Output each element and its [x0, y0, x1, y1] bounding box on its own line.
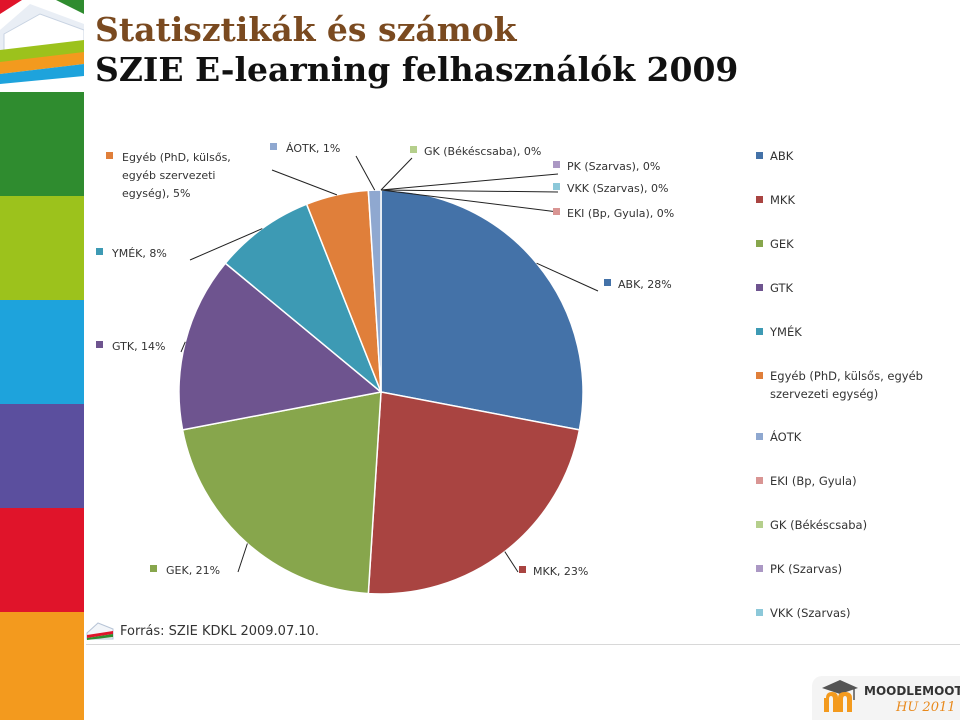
- source-text: Forrás: SZIE KDKL 2009.07.10.: [120, 623, 320, 639]
- legend-key-marker: [96, 248, 103, 255]
- sidebar-stripe: [0, 612, 84, 720]
- data-label: PK (Szarvas), 0%: [567, 160, 660, 173]
- leader-line: [355, 155, 376, 191]
- leader-line: [380, 173, 559, 191]
- legend-swatch: [756, 196, 763, 203]
- leader-line: [380, 189, 559, 193]
- leader-line: [536, 262, 599, 292]
- source-note: Forrás: SZIE KDKL 2009.07.10.: [86, 618, 319, 644]
- legend-key-marker: [270, 143, 277, 150]
- moodlemoot-badge: MOODLEMOOT HU 2011: [812, 676, 960, 720]
- legend-key-marker: [106, 152, 113, 159]
- legend-swatch: [756, 284, 763, 291]
- data-label: ÁOTK, 1%: [286, 142, 340, 155]
- data-label: EKI (Bp, Gyula), 0%: [567, 207, 674, 220]
- sidebar-stripe: [0, 196, 84, 300]
- leader-line: [380, 157, 413, 191]
- legend-key-marker: [150, 565, 157, 572]
- legend-entry: GTK: [770, 281, 794, 295]
- legend-swatch: [756, 477, 763, 484]
- leader-line: [271, 169, 338, 196]
- sidebar-stripe: [0, 508, 84, 612]
- legend-swatch: [756, 152, 763, 159]
- legend-swatch: [756, 328, 763, 335]
- sidebar-stripe: [0, 404, 84, 508]
- slide-title: Statisztikák és számok: [95, 10, 517, 49]
- legend-entry: MKK: [770, 193, 795, 207]
- pie-slice: [178, 262, 383, 431]
- leader-line: [504, 551, 519, 573]
- legend-entry: ABK: [770, 149, 794, 163]
- legend-key-marker: [519, 566, 526, 573]
- legend-key-marker: [553, 183, 560, 190]
- moodlemoot-sub: HU 2011: [896, 700, 956, 715]
- legend-swatch: [756, 565, 763, 572]
- legend-swatch: [756, 609, 763, 616]
- legend-entry: szervezeti egység): [770, 387, 878, 401]
- moodle-graduation-cap-icon: [822, 680, 858, 712]
- leader-line: [380, 189, 559, 213]
- legend-key-marker: [553, 161, 560, 168]
- leader-line: [237, 543, 248, 573]
- moodlemoot-brand: MOODLEMOOT: [864, 684, 960, 698]
- legend-entry: YMÉK: [769, 324, 802, 339]
- pie-slice: [181, 391, 382, 595]
- pie-slice: [380, 189, 584, 431]
- data-label: VKK (Szarvas), 0%: [567, 182, 668, 195]
- legend-entry: Egyéb (PhD, külsős, egyéb: [770, 369, 923, 383]
- book-logo-icon: [0, 0, 84, 92]
- legend-swatch: [756, 521, 763, 528]
- data-label: GEK, 21%: [166, 564, 220, 577]
- data-label: egyéb szervezeti: [122, 169, 216, 182]
- legend-entry: ÁOTK: [770, 429, 802, 444]
- data-label: GTK, 14%: [112, 340, 166, 353]
- data-label: YMÉK, 8%: [111, 247, 167, 260]
- legend-swatch: [756, 433, 763, 440]
- legend-entry: GEK: [770, 237, 794, 251]
- chart-divider: [86, 644, 960, 645]
- legend-key-marker: [553, 208, 560, 215]
- legend-swatch: [756, 240, 763, 247]
- sidebar-stripe: [0, 300, 84, 404]
- legend-entry: EKI (Bp, Gyula): [770, 474, 857, 488]
- sidebar-stripe: [0, 92, 84, 196]
- book-icon: [86, 622, 114, 640]
- leader-line: [180, 341, 186, 353]
- slide-subtitle: SZIE E-learning felhasználók 2009: [95, 50, 739, 89]
- data-label: GK (Békéscsaba), 0%: [424, 145, 541, 158]
- data-label: MKK, 23%: [533, 565, 588, 578]
- data-label: egység), 5%: [122, 187, 190, 200]
- title-block: Statisztikák és számok SZIE E-learning f…: [95, 10, 738, 90]
- legend-key-marker: [96, 341, 103, 348]
- pie-chart: ABK, 28% MKK, 23% GEK, 21% GTK, 14% YMÉK, 8%…: [96, 142, 923, 620]
- leader-line: [189, 228, 263, 261]
- legend-entry: PK (Szarvas): [770, 562, 842, 576]
- pie-chart-area: ABK, 28% MKK, 23% GEK, 21% GTK, 14% YMÉK, 8%…: [86, 124, 960, 650]
- legend-entry: VKK (Szarvas): [770, 606, 851, 620]
- legend-key-marker: [410, 146, 417, 153]
- data-label: Egyéb (PhD, külsős,: [122, 151, 231, 164]
- legend-key-marker: [604, 279, 611, 286]
- data-label: ABK, 28%: [618, 278, 672, 291]
- pie-slice: [367, 391, 581, 595]
- legend-swatch: [756, 372, 763, 379]
- legend-entry: GK (Békéscsaba): [770, 518, 867, 532]
